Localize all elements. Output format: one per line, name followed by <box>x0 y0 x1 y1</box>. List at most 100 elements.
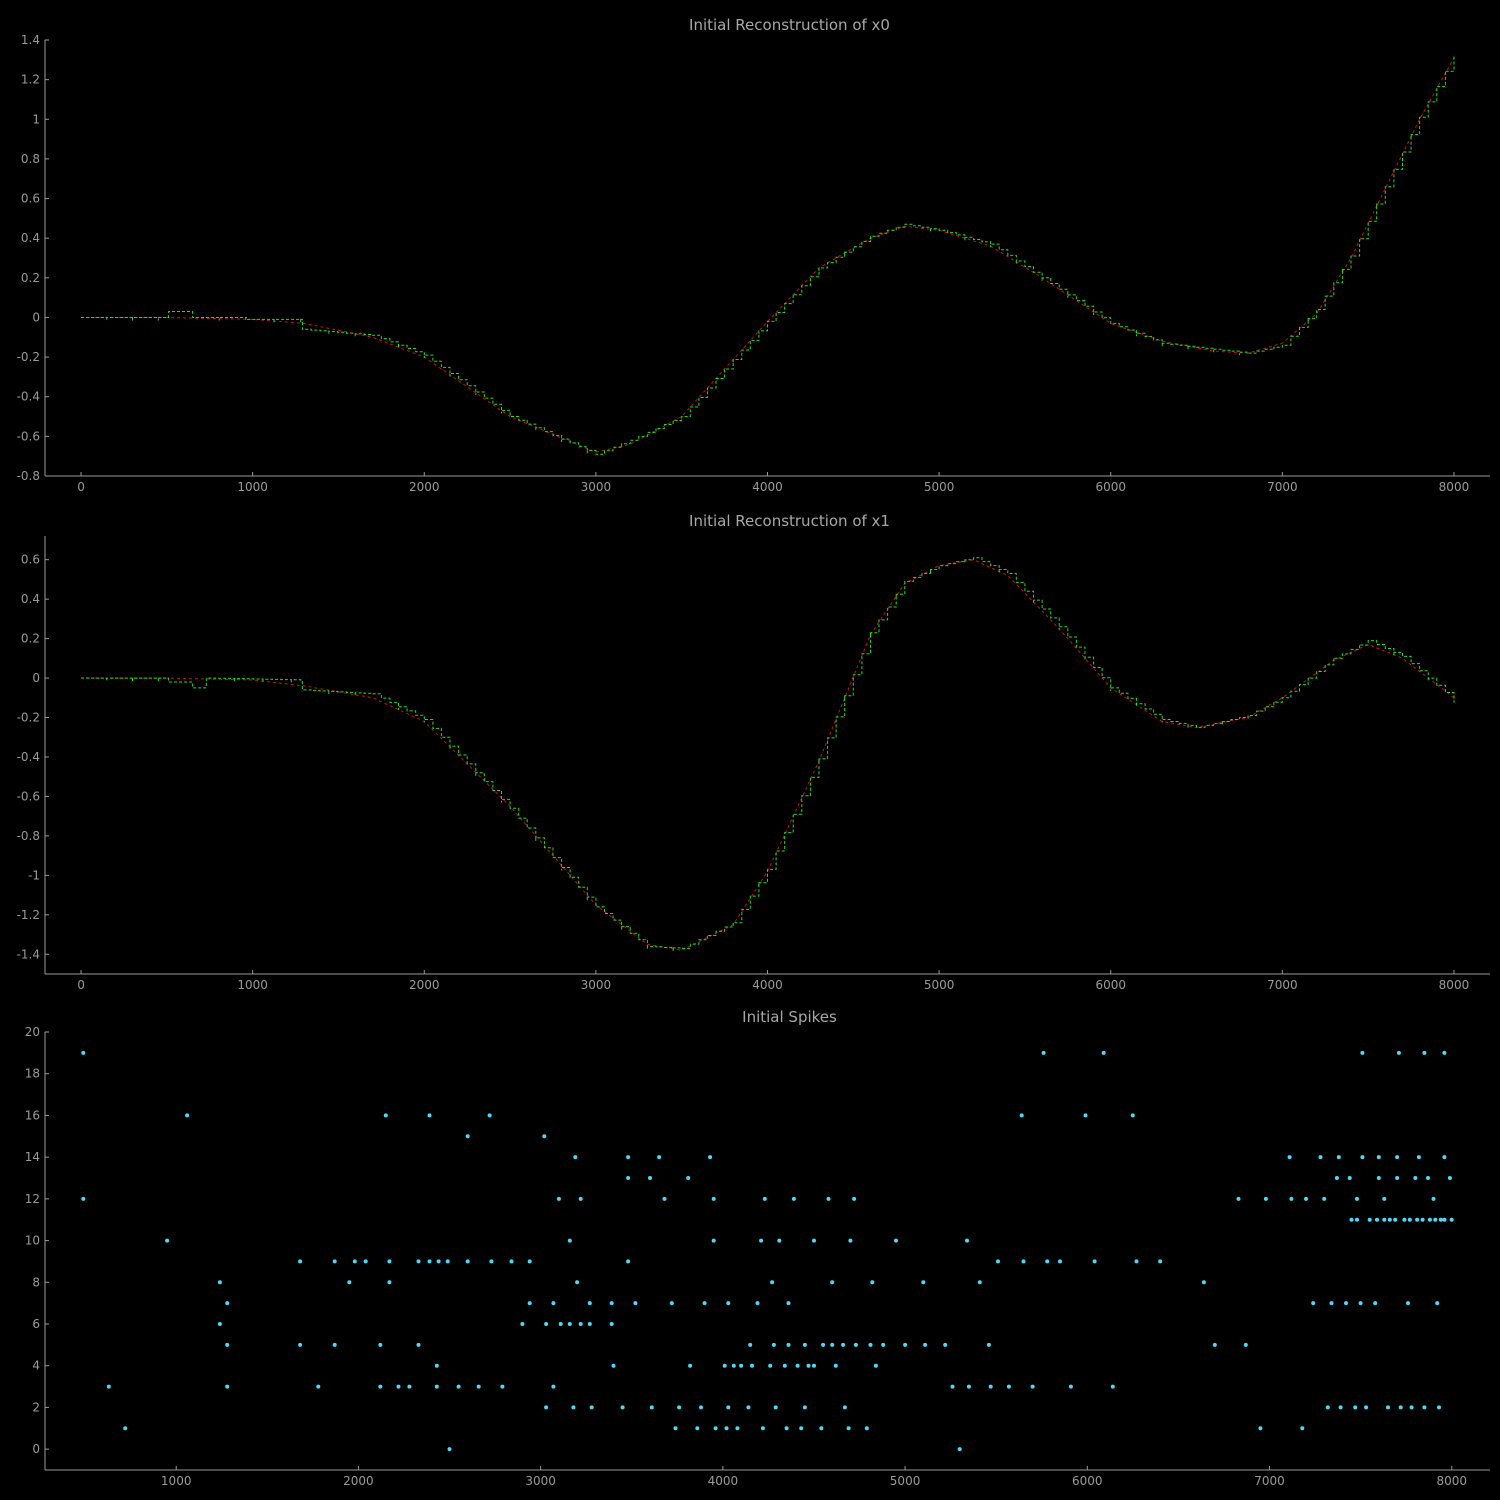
spike-point <box>298 1342 303 1347</box>
spike-point <box>699 1405 703 1410</box>
spike-point <box>726 1405 731 1410</box>
spike-point <box>1243 1342 1248 1347</box>
y-tick-label: 20 <box>25 1025 40 1039</box>
spike-point <box>731 1363 736 1368</box>
spike-point <box>589 1405 594 1410</box>
spike-point <box>950 1384 955 1389</box>
spike-point <box>873 1363 878 1368</box>
x-tick-label: 8000 <box>1436 1474 1467 1488</box>
spike-point <box>445 1259 450 1264</box>
spike-point <box>225 1384 230 1389</box>
spike-point <box>921 1280 926 1285</box>
spike-point <box>826 1196 831 1201</box>
spike-point <box>853 1342 858 1347</box>
y-tick-label: 0 <box>32 1442 40 1456</box>
y-tick-label: 1 <box>32 112 40 126</box>
spike-point <box>1420 1217 1425 1222</box>
spike-point <box>830 1280 835 1285</box>
spike-point <box>578 1196 583 1201</box>
spike-point <box>1396 1050 1401 1055</box>
spike-point <box>416 1342 421 1347</box>
y-tick-label: 16 <box>25 1108 40 1122</box>
spike-point <box>556 1196 561 1201</box>
spike-point <box>489 1259 494 1264</box>
x-tick-label: 7000 <box>1254 1474 1285 1488</box>
spike-point <box>609 1301 614 1306</box>
spike-point <box>363 1259 368 1264</box>
spike-point <box>1426 1176 1430 1180</box>
spike-point <box>711 1238 716 1243</box>
spike-point <box>1415 1217 1420 1222</box>
spike-point <box>1110 1384 1115 1389</box>
spike-point <box>396 1384 401 1389</box>
spike-point <box>1212 1342 1217 1347</box>
spike-point <box>81 1196 86 1201</box>
y-tick-label: 12 <box>25 1192 40 1206</box>
spike-point <box>544 1322 549 1326</box>
x-tick-label: 3000 <box>525 1474 556 1488</box>
spike-point <box>573 1155 578 1160</box>
spike-point <box>509 1259 514 1264</box>
spike-point <box>755 1301 760 1306</box>
spike-point <box>1045 1259 1050 1264</box>
spike-point <box>1442 1155 1447 1160</box>
spike-point <box>821 1342 826 1347</box>
spike-point <box>434 1363 439 1368</box>
spike-point <box>1431 1196 1436 1201</box>
spike-point <box>1041 1050 1046 1055</box>
x-tick-label: 2000 <box>343 1474 374 1488</box>
y-tick-label: 10 <box>25 1234 40 1248</box>
y-tick-label: 0 <box>32 310 40 324</box>
spike-point <box>782 1363 787 1368</box>
spike-point <box>791 1196 796 1201</box>
spike-point <box>1449 1217 1454 1222</box>
spike-point <box>806 1363 811 1368</box>
y-tick-label: 1.2 <box>21 73 40 87</box>
y-tick-label: -1.4 <box>17 947 40 961</box>
series-target-line <box>81 57 1455 453</box>
spike-point <box>1409 1405 1414 1410</box>
spike-point <box>81 1050 86 1055</box>
spike-point <box>1349 1217 1354 1222</box>
x-tick-label: 5000 <box>924 480 955 494</box>
spike-point <box>746 1405 751 1410</box>
x-tick-label: 0 <box>77 978 85 992</box>
spike-point <box>1019 1113 1024 1118</box>
spike-point <box>1375 1217 1379 1222</box>
spike-point <box>750 1363 754 1368</box>
y-tick-label: 0.2 <box>21 271 40 285</box>
spike-point <box>852 1196 857 1201</box>
spike-point <box>686 1176 691 1180</box>
spike-point <box>1382 1196 1387 1201</box>
spike-point <box>708 1155 713 1160</box>
spike-point <box>762 1196 767 1201</box>
spike-point <box>1058 1259 1062 1264</box>
spike-point <box>903 1342 908 1347</box>
spike-point <box>770 1280 775 1285</box>
x-tick-label: 2000 <box>409 480 440 494</box>
y-tick-label: -0.2 <box>17 711 40 725</box>
spike-point <box>996 1259 1000 1264</box>
spike-point <box>1353 1405 1358 1410</box>
spike-point <box>123 1426 128 1431</box>
spike-point <box>760 1426 765 1431</box>
spike-point <box>1311 1301 1316 1306</box>
spike-point <box>217 1322 222 1326</box>
spike-point <box>677 1405 682 1410</box>
spike-point <box>352 1259 357 1264</box>
spike-point <box>802 1342 807 1347</box>
spike-point <box>633 1301 638 1306</box>
spike-point <box>1336 1155 1341 1160</box>
y-tick-label: -0.8 <box>17 829 40 843</box>
spike-point <box>713 1426 718 1431</box>
spike-point <box>1068 1384 1073 1389</box>
spike-point <box>1413 1176 1418 1180</box>
x-tick-label: 8000 <box>1439 978 1470 992</box>
spike-point <box>527 1259 532 1264</box>
spike-point <box>923 1342 928 1347</box>
spike-point <box>881 1342 886 1347</box>
spike-point <box>1347 1176 1352 1180</box>
spike-point <box>1406 1301 1410 1306</box>
spike-point <box>1322 1196 1327 1201</box>
spike-point <box>988 1384 993 1389</box>
